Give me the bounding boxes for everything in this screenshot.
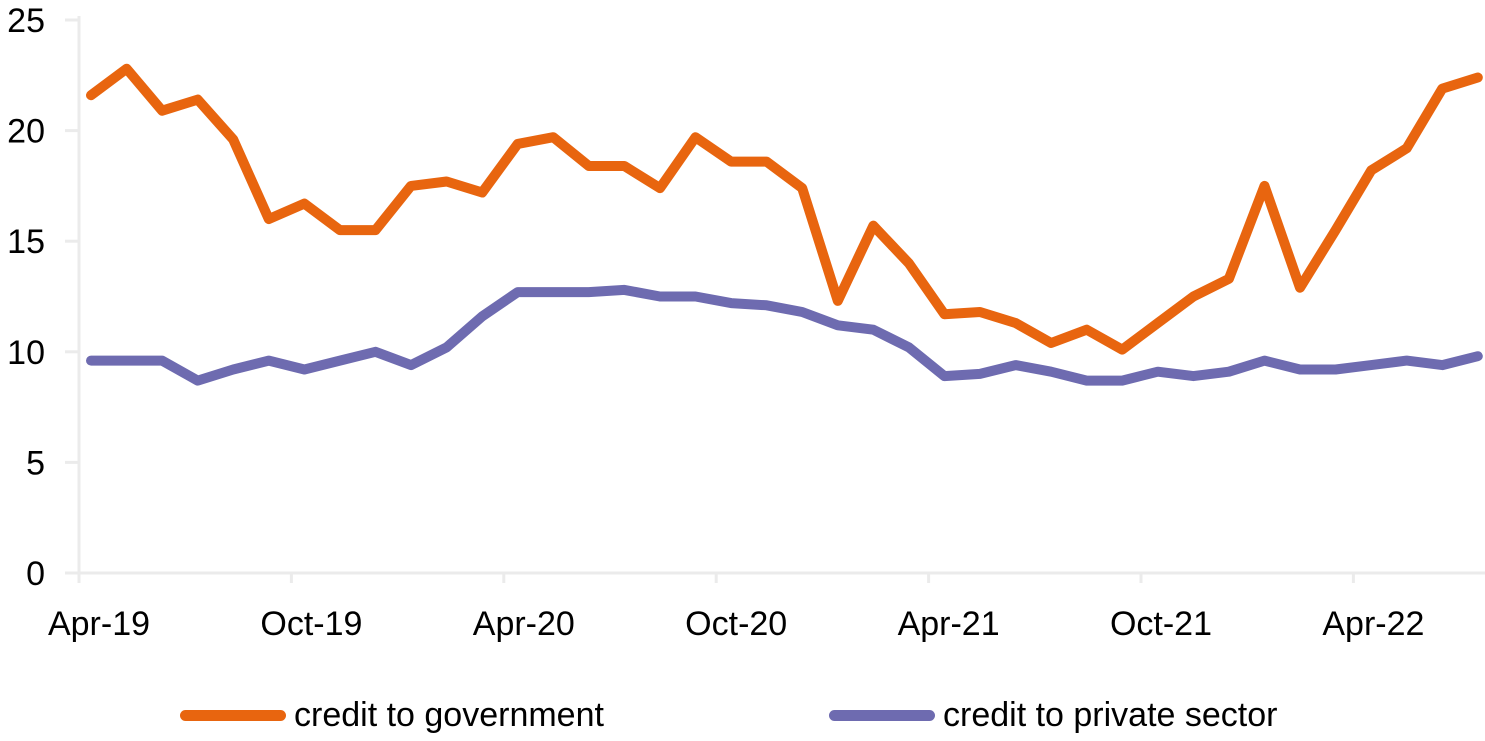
x-axis-ticks: Apr-19 Oct-19 Apr-20 Oct-20 Apr-21 Oct-21 Apr-… (48, 573, 1424, 643)
x-tick-label: Oct-20 (685, 605, 787, 643)
axes (65, 16, 1485, 579)
y-tick-label: 5 (26, 444, 45, 482)
x-tick-label: Oct-21 (1110, 605, 1212, 643)
legend-item-private-sector: credit to private sector (829, 690, 1277, 740)
legend-swatch-private-sector (829, 709, 935, 721)
y-tick-label: 20 (7, 113, 45, 151)
y-tick-label: 0 (26, 555, 45, 593)
legend: credit to government credit to private s… (0, 690, 1485, 740)
series-line-credit-to-government (86, 63, 1483, 355)
y-tick-label: 25 (7, 2, 45, 40)
x-tick-label: Apr-20 (473, 605, 575, 643)
y-tick-label: 10 (7, 334, 45, 372)
y-axis-ticks: 0 5 10 15 20 25 (7, 2, 79, 593)
x-tick-label: Apr-22 (1322, 605, 1424, 643)
legend-label-government: credit to government (294, 695, 604, 734)
x-tick-label: Apr-19 (48, 605, 150, 643)
legend-label-private-sector: credit to private sector (943, 695, 1278, 734)
x-tick-label: Apr-21 (898, 605, 1000, 643)
x-tick-label: Oct-19 (260, 605, 362, 643)
series-group (86, 63, 1483, 386)
series-line-credit-to-private-sector (86, 284, 1483, 386)
legend-item-government: credit to government (180, 690, 604, 740)
line-chart: 0 5 10 15 20 25 Apr-19 Oct-19 Apr-20 Oct-20 Apr-2… (7, 2, 1485, 643)
legend-swatch-government (180, 709, 286, 721)
y-tick-label: 15 (7, 223, 45, 261)
